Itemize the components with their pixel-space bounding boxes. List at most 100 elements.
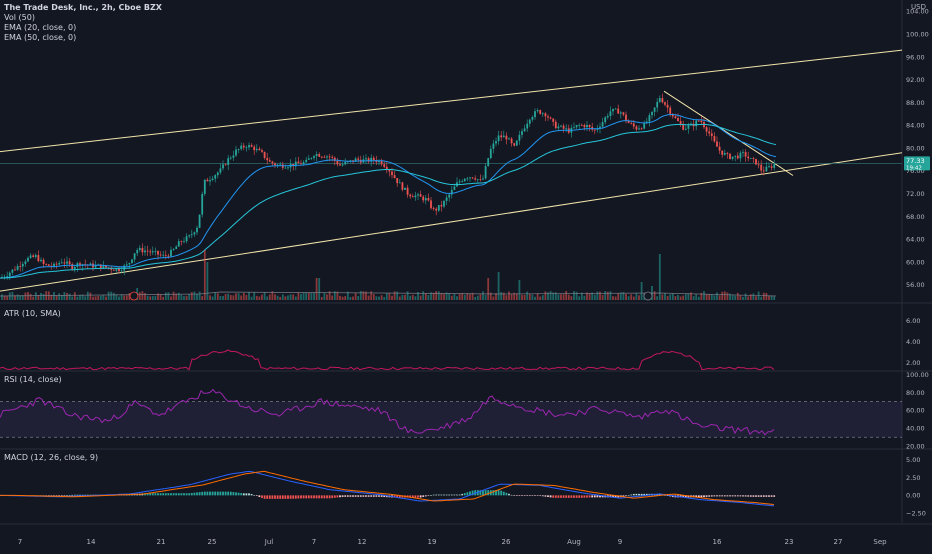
macd-histogram-bar	[289, 495, 292, 499]
macd-histogram-bar	[66, 495, 68, 496]
candle-body	[687, 125, 690, 129]
candle-body	[128, 262, 131, 265]
volume-bar	[367, 295, 370, 300]
volume-bar	[172, 291, 175, 300]
rsi-band	[0, 401, 902, 438]
rsi-tick-label: 100.00	[906, 371, 929, 379]
candle-body	[19, 266, 22, 267]
candle-body	[172, 249, 175, 250]
macd-histogram-bar	[479, 490, 482, 496]
macd-histogram-bar	[183, 493, 185, 496]
candle-body	[331, 156, 334, 158]
volume-bar	[575, 291, 578, 300]
candle-body	[448, 194, 451, 198]
candle-body	[151, 251, 154, 253]
volume-bar	[359, 291, 362, 300]
volume-bar	[398, 296, 401, 300]
macd-tick-label: 5.00	[906, 456, 920, 464]
candle-body	[583, 125, 586, 128]
volume-bar	[669, 294, 672, 300]
candle-body	[367, 158, 370, 162]
symbol-title[interactable]: The Trade Desk, Inc., 2h, Cboe BZX	[4, 3, 162, 12]
candle-body	[89, 263, 92, 266]
candle-body	[42, 259, 45, 265]
atr-line	[0, 349, 775, 371]
candle-body	[541, 113, 544, 115]
vol-indicator-label[interactable]: Vol (50)	[4, 13, 35, 22]
candle-body	[11, 269, 14, 273]
volume-bar	[149, 296, 152, 300]
candle-body	[188, 235, 191, 237]
volume-bar	[94, 296, 97, 300]
ema20-indicator-label[interactable]: EMA (20, close, 0)	[4, 23, 77, 32]
candle-body	[323, 156, 326, 158]
atr-pane-label[interactable]: ATR (10, SMA)	[4, 309, 61, 318]
volume-bar	[19, 295, 22, 300]
macd-pane-label[interactable]: MACD (12, 26, close, 9)	[4, 453, 99, 462]
macd-histogram-bar	[697, 495, 700, 498]
volume-bar	[755, 296, 757, 300]
price-tick-label: 92.00	[906, 76, 925, 84]
macd-histogram-bar	[261, 495, 263, 499]
candle-body	[552, 118, 555, 122]
macd-histogram-bar	[331, 495, 334, 499]
macd-histogram-bar	[328, 495, 331, 499]
volume-bar	[313, 292, 315, 300]
macd-histogram-bar	[144, 493, 146, 496]
macd-histogram-bar	[614, 495, 617, 498]
macd-histogram-bar	[177, 493, 180, 496]
macd-histogram-bar	[437, 494, 440, 496]
volume-bar	[170, 296, 172, 300]
volume-bar	[315, 278, 318, 300]
volume-bar	[404, 294, 406, 300]
volume-bar	[742, 296, 744, 300]
candle-body	[479, 179, 482, 181]
volume-bar	[619, 292, 622, 300]
volume-bar	[118, 296, 120, 300]
candle-body	[619, 112, 622, 114]
macd-histogram-bar	[55, 495, 58, 496]
candle-body	[258, 148, 261, 151]
candle-body	[508, 138, 510, 140]
candle-body	[302, 162, 305, 165]
candle-body	[643, 122, 646, 129]
macd-histogram-bar	[133, 494, 136, 496]
candle-body	[131, 259, 133, 263]
candle-body	[630, 122, 633, 124]
volume-bar	[99, 295, 102, 300]
candle-body	[29, 255, 32, 258]
volume-bar	[617, 293, 620, 300]
macd-histogram-bar	[47, 495, 50, 496]
macd-histogram-bar	[534, 495, 536, 496]
volume-bar	[760, 296, 763, 300]
macd-histogram-bar	[643, 493, 646, 496]
candle-body	[682, 123, 685, 130]
volume-bar	[414, 296, 417, 300]
volume-bar	[502, 292, 505, 300]
volume-bar	[440, 293, 443, 300]
volume-bar	[510, 293, 513, 300]
macd-histogram-bar	[86, 494, 89, 496]
macd-histogram-bar	[258, 495, 261, 498]
macd-histogram-bar	[154, 493, 157, 496]
volume-bar	[731, 295, 734, 300]
candle-body	[757, 164, 760, 166]
volume-bar	[365, 291, 367, 300]
macd-histogram-bar	[554, 495, 557, 498]
rsi-pane-label[interactable]: RSI (14, close)	[4, 375, 62, 384]
macd-histogram-bar	[593, 495, 596, 498]
candle-body	[266, 157, 269, 161]
volume-bar	[679, 296, 682, 300]
volume-bar	[419, 295, 422, 300]
volume-bar	[300, 293, 302, 300]
candle-body	[229, 157, 232, 159]
candle-body	[461, 181, 464, 182]
candle-body	[53, 263, 55, 267]
macd-histogram-bar	[427, 495, 430, 496]
ema50-indicator-label[interactable]: EMA (50, close, 0)	[4, 33, 77, 42]
candle-body	[164, 254, 167, 256]
candle-body	[219, 168, 222, 173]
price-tick-label: 56.00	[906, 281, 925, 289]
